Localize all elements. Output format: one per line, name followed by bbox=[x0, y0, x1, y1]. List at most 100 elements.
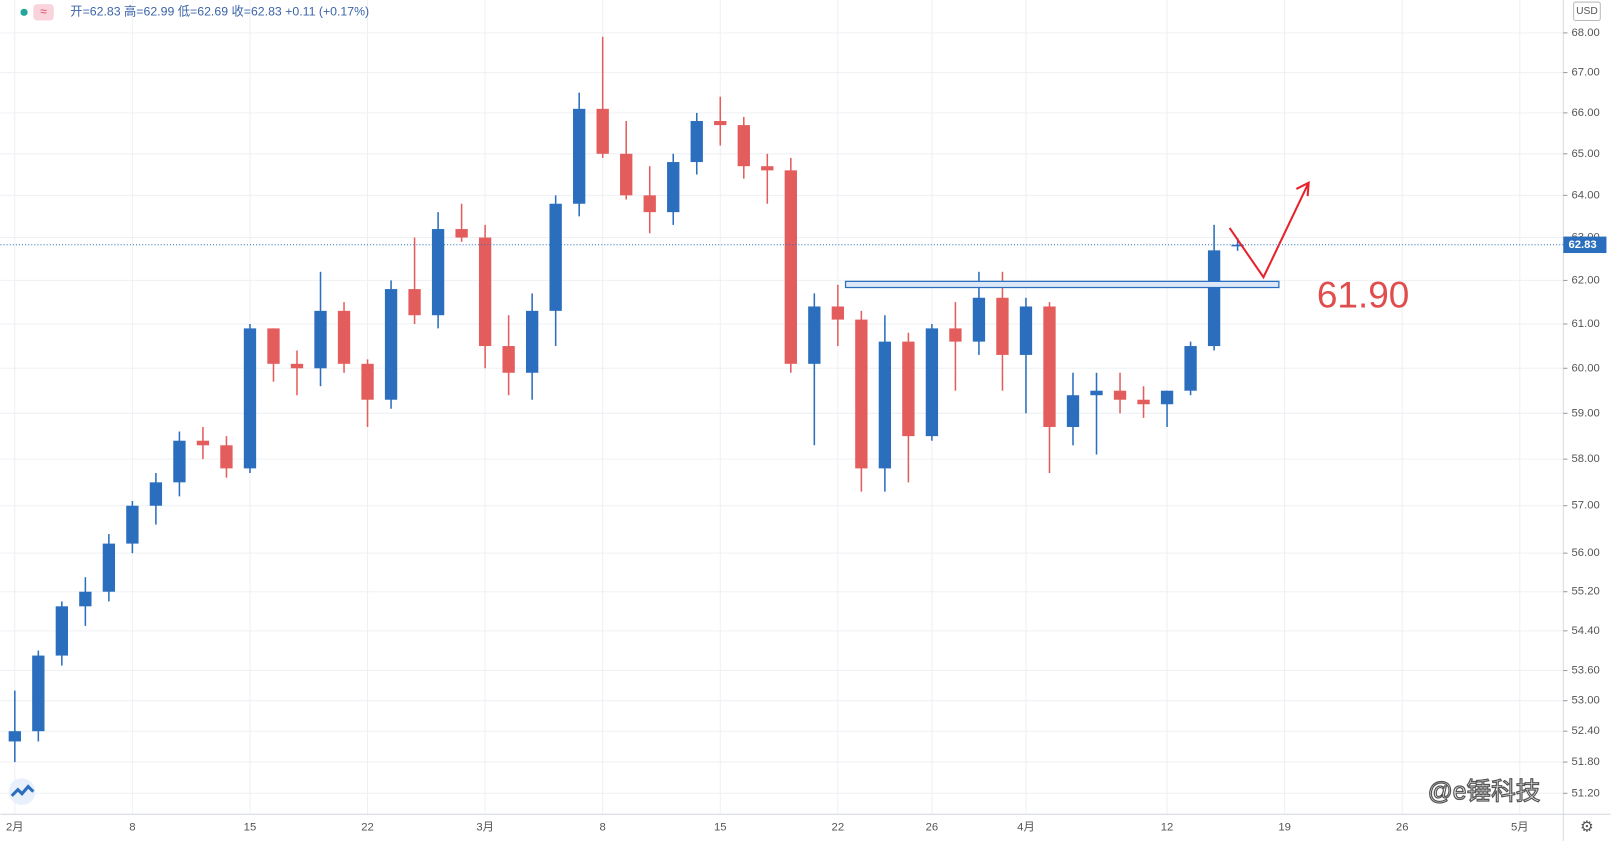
currency-box bbox=[1573, 1, 1601, 22]
candle-body bbox=[972, 297, 986, 342]
candle-body bbox=[855, 319, 868, 469]
candle-body bbox=[478, 237, 492, 347]
last-price-box bbox=[1563, 236, 1607, 254]
candle-body bbox=[1160, 390, 1174, 405]
x-tick-label: 19 bbox=[1278, 822, 1291, 834]
x-tick-label: 8 bbox=[600, 822, 606, 834]
candle-body bbox=[267, 328, 280, 364]
candle-body bbox=[1207, 250, 1221, 347]
candles bbox=[8, 36, 1244, 763]
y-tick-label: 67.00 bbox=[1572, 67, 1600, 79]
x-tick-label: 22 bbox=[361, 822, 374, 834]
grid bbox=[0, 0, 1564, 815]
candle-body bbox=[243, 328, 257, 469]
y-tick-label: 64.00 bbox=[1572, 189, 1600, 201]
y-tick-label: 62.00 bbox=[1572, 274, 1600, 286]
candle-body bbox=[1066, 395, 1080, 427]
candle-body bbox=[1184, 346, 1197, 391]
icon bbox=[33, 4, 54, 21]
candle-body bbox=[949, 328, 962, 342]
y-tick-label: 53.00 bbox=[1572, 695, 1600, 707]
candle-body bbox=[1113, 390, 1127, 400]
x-tick-label: 15 bbox=[244, 822, 257, 834]
candle-body bbox=[1137, 399, 1150, 405]
candle-body bbox=[643, 195, 656, 213]
annotation: 61.90 bbox=[1317, 275, 1409, 316]
candle-body bbox=[149, 482, 163, 506]
y-tick-label: 59.00 bbox=[1572, 407, 1600, 419]
candle-body bbox=[431, 229, 445, 316]
y-tick-label: 57.00 bbox=[1572, 500, 1600, 512]
currency: USD bbox=[1576, 6, 1598, 17]
x-tick-label: 15 bbox=[714, 822, 727, 834]
candle-body bbox=[761, 166, 774, 171]
candle-body bbox=[55, 606, 69, 656]
logo-mark bbox=[10, 784, 35, 797]
candle-body bbox=[384, 289, 398, 400]
watermark: @e锤科技 bbox=[1428, 777, 1541, 805]
candle-body bbox=[1019, 306, 1033, 355]
candle-body bbox=[784, 170, 797, 364]
candle-body bbox=[32, 655, 45, 732]
x-tick-label: 26 bbox=[926, 822, 939, 834]
candle-body bbox=[79, 591, 92, 607]
arrow-head bbox=[1295, 181, 1310, 197]
candle-body bbox=[667, 162, 680, 213]
candle-body bbox=[525, 310, 539, 373]
candle-body bbox=[596, 108, 609, 154]
y-tick-label: 66.00 bbox=[1572, 107, 1600, 119]
candle-body bbox=[737, 125, 750, 167]
x-tick-label: 5月 bbox=[1511, 822, 1529, 834]
candle-body bbox=[808, 306, 821, 364]
y-tick-label: 68.00 bbox=[1572, 27, 1600, 39]
candle-body bbox=[126, 505, 139, 544]
y-tick-label: 52.40 bbox=[1572, 725, 1600, 737]
candle-body bbox=[196, 440, 210, 446]
y-tick-label: 55.20 bbox=[1572, 586, 1600, 598]
x-tick-label: 4月 bbox=[1017, 822, 1035, 834]
x-tick-label: 26 bbox=[1396, 822, 1409, 834]
candle-body bbox=[831, 306, 845, 320]
x-tick-label: 22 bbox=[832, 822, 845, 834]
candle-body bbox=[878, 341, 892, 469]
candle-body bbox=[8, 731, 21, 742]
candle-body bbox=[996, 297, 1009, 355]
candle-body bbox=[173, 440, 186, 483]
candle-body bbox=[925, 328, 939, 437]
candle-body bbox=[290, 363, 304, 369]
candle-body bbox=[620, 153, 633, 196]
support-zone bbox=[844, 280, 1280, 289]
candle-body bbox=[1090, 390, 1103, 396]
candle-body bbox=[220, 445, 233, 469]
y-tick-label: 54.40 bbox=[1572, 625, 1600, 637]
y-tick-label: 53.60 bbox=[1572, 665, 1600, 677]
y-tick-label: 51.20 bbox=[1572, 787, 1600, 799]
candle-body bbox=[1231, 244, 1244, 247]
settings-icon[interactable]: ⚙ bbox=[1580, 819, 1594, 836]
candle-body bbox=[408, 289, 421, 316]
x-tick-label: 2月 bbox=[6, 822, 24, 834]
candle-body bbox=[361, 363, 374, 400]
y-tick-label: 65.00 bbox=[1572, 148, 1600, 160]
candle-body bbox=[902, 341, 915, 437]
status-dot bbox=[20, 8, 28, 16]
x-tick-label: 12 bbox=[1161, 822, 1174, 834]
candle-body bbox=[714, 121, 727, 126]
candle-body bbox=[549, 203, 562, 311]
candle-body bbox=[455, 229, 468, 238]
x-tick-label: 8 bbox=[129, 822, 135, 834]
x-tick-label: 3月 bbox=[476, 822, 494, 834]
candle-body bbox=[1043, 306, 1056, 427]
y-tick-label: 60.00 bbox=[1572, 362, 1600, 374]
candle-body bbox=[502, 346, 515, 373]
candle-body bbox=[102, 543, 116, 592]
ohlc-header: 开=62.83 高=62.99 低=62.69 收=62.83 +0.11 (+… bbox=[70, 4, 369, 19]
forecast-arrow bbox=[1228, 184, 1309, 280]
candle-body bbox=[573, 108, 586, 204]
icon-text: ≈ bbox=[40, 5, 47, 19]
candle-body bbox=[337, 310, 351, 364]
y-tick-label: 51.80 bbox=[1572, 756, 1600, 768]
